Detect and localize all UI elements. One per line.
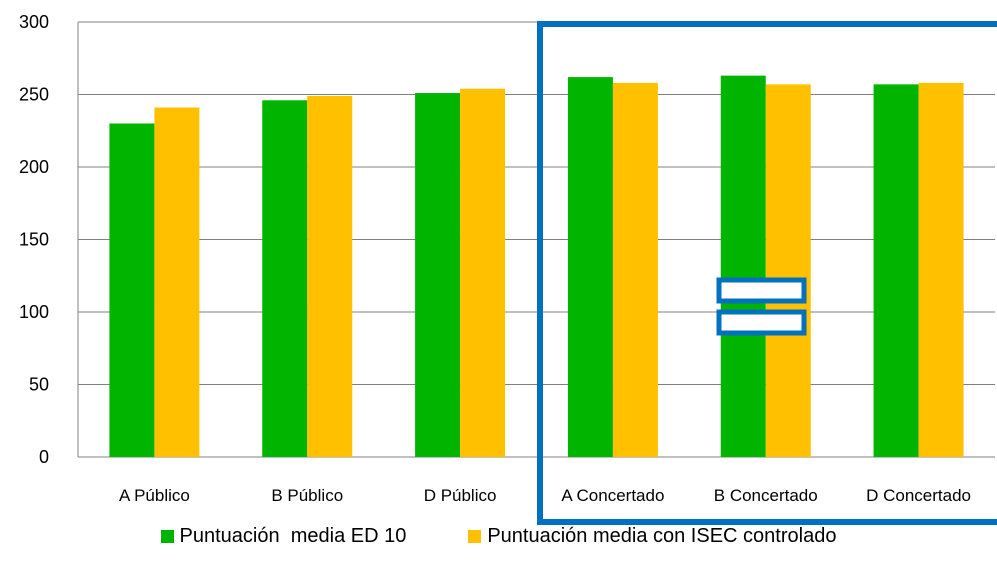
bar-ed10-5 <box>873 84 919 457</box>
y-axis-tick-labels: 0 50 100 150 200 250 300 <box>19 12 49 467</box>
equals-sign-icon <box>716 277 807 336</box>
legend: Puntuación media ED 10 Puntuación media … <box>0 520 997 552</box>
x-category-label: D Concertado <box>866 486 971 505</box>
bar-isec-2 <box>460 88 506 457</box>
y-tick-label: 300 <box>19 12 49 32</box>
legend-item-series-2: Puntuación media con ISEC controlado <box>468 525 836 548</box>
bar-isec-4 <box>765 84 811 457</box>
x-category-label: A Concertado <box>561 486 664 505</box>
bar-ed10-1 <box>262 100 308 458</box>
bar-ed10-0 <box>109 123 155 457</box>
bars <box>109 75 964 458</box>
highlight-box <box>537 21 997 525</box>
y-tick-label: 100 <box>19 302 49 322</box>
y-tick-label: 0 <box>39 447 49 467</box>
legend-label-series-2: Puntuación media con ISEC controlado <box>487 524 837 547</box>
bar-isec-1 <box>307 95 353 457</box>
y-tick-label: 250 <box>19 85 49 105</box>
bar-isec-5 <box>918 82 964 458</box>
legend-swatch-yellow <box>468 529 482 543</box>
y-tick-label: 50 <box>29 375 49 395</box>
x-category-label: B Concertado <box>714 486 818 505</box>
legend-swatch-green <box>160 529 174 543</box>
bar-ed10-4 <box>720 75 766 458</box>
bar-isec-0 <box>154 107 200 458</box>
y-tick-label: 150 <box>19 230 49 250</box>
legend-item-series-1: Puntuación media ED 10 <box>160 524 407 548</box>
gridlines <box>77 21 995 458</box>
x-category-label: A Público <box>119 486 190 505</box>
bar-ed10-2 <box>415 93 461 458</box>
bar-isec-3 <box>612 82 658 458</box>
y-tick-label: 200 <box>19 157 49 177</box>
x-axis-category-labels: A Público B Público D Público A Concertado B… <box>119 486 971 505</box>
x-category-label: D Público <box>424 486 497 505</box>
x-category-label: B Público <box>271 486 343 505</box>
bar-ed10-3 <box>567 77 613 457</box>
legend-label-series-1: Puntuación media ED 10 <box>179 524 407 547</box>
